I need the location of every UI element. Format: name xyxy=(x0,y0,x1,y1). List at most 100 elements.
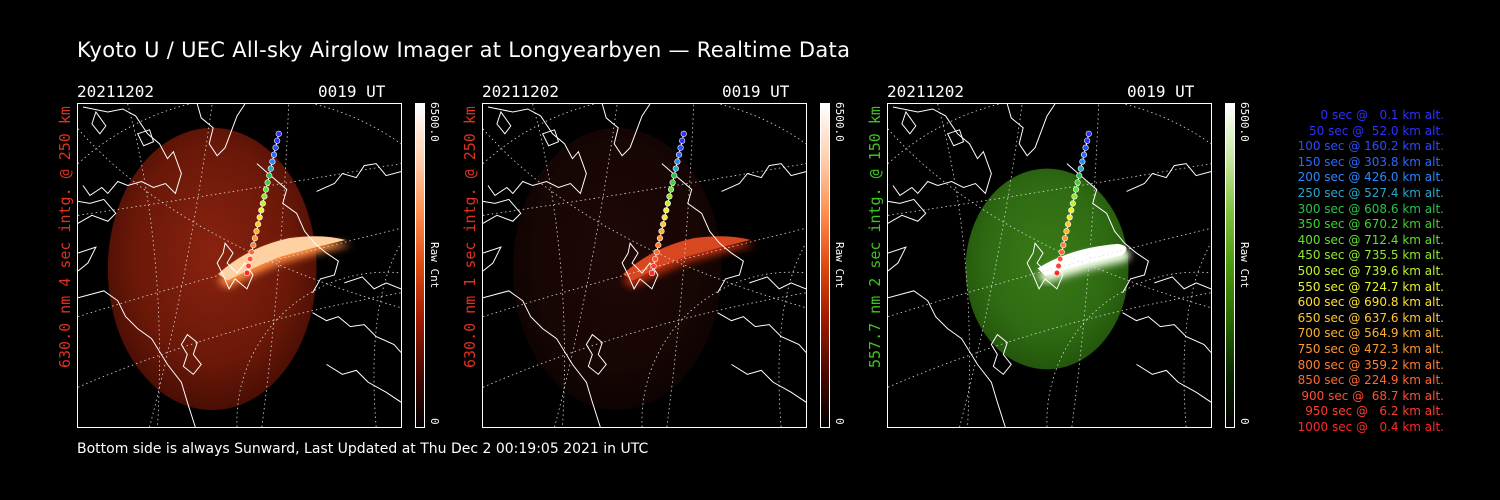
trajectory-point xyxy=(248,249,255,256)
panel-1-image xyxy=(77,103,402,428)
trajectory-point xyxy=(243,269,251,277)
coastline xyxy=(749,276,806,290)
coastline xyxy=(78,246,97,272)
panel-1-date: 20211202 xyxy=(77,82,155,101)
lat-lon-gridline xyxy=(778,242,806,427)
coastline xyxy=(1136,363,1211,403)
panel-1-time: 0019 UT xyxy=(318,82,386,101)
legend-entry: 400 sec @ 712.4 km alt. xyxy=(1297,232,1444,247)
aurora-arc xyxy=(218,236,346,281)
coastline xyxy=(892,106,992,197)
aurora-arc xyxy=(622,241,757,288)
panel-3-date: 20211202 xyxy=(887,82,965,101)
trajectory-point xyxy=(262,186,270,193)
coastline xyxy=(483,198,522,224)
trajectory-point xyxy=(1063,228,1070,235)
legend-entry: 500 sec @ 739.6 km alt. xyxy=(1297,263,1444,278)
coastline xyxy=(344,276,401,290)
coastline xyxy=(483,246,502,272)
legend-entry: 1000 sec @ 0.4 km alt. xyxy=(1297,419,1444,434)
aurora-arc xyxy=(623,236,751,281)
lat-lon-gridline xyxy=(888,128,1211,309)
lat-lon-gridline xyxy=(149,104,213,427)
trajectory-point xyxy=(677,144,684,151)
panel-3-time: 0019 UT xyxy=(1127,82,1195,101)
trajectory-point xyxy=(267,165,274,172)
lat-lon-gridline xyxy=(261,104,290,427)
lat-lon-gridline xyxy=(888,104,1211,164)
trajectory-point xyxy=(1068,207,1075,214)
panel-3-cbar-max: 6500.0 xyxy=(1238,102,1251,142)
footer-status: Bottom side is always Sunward, Last Upda… xyxy=(77,441,649,457)
lat-lon-gridline xyxy=(888,163,1211,216)
coastline xyxy=(316,163,401,192)
coastline xyxy=(1122,312,1211,353)
trajectory-point xyxy=(669,179,676,186)
panel-3-ylabel: 557.7 nm 2 sec intg. @ 150 km xyxy=(866,106,884,368)
allsky-map xyxy=(78,104,401,427)
trajectory-point xyxy=(667,186,675,193)
trajectory-point xyxy=(1076,172,1083,179)
lat-lon-gridline xyxy=(127,104,160,427)
panel-2-cbar-min: 0 xyxy=(833,418,846,425)
coastline xyxy=(1066,163,1149,294)
coastline xyxy=(78,290,196,427)
coastline xyxy=(661,163,744,294)
trajectory-point xyxy=(1084,137,1091,144)
lat-lon-gridline xyxy=(641,271,806,427)
trajectory-point xyxy=(256,214,263,221)
trajectory-point xyxy=(680,130,687,137)
trajectory-point xyxy=(274,137,281,144)
lat-lon-gridline xyxy=(666,104,695,427)
legend-entry: 100 sec @ 160.2 km alt. xyxy=(1297,139,1444,154)
legend-entry: 850 sec @ 224.9 km alt. xyxy=(1297,373,1444,388)
trajectory-point xyxy=(1085,130,1092,137)
panel-3-cbar-min: 0 xyxy=(1238,418,1251,425)
legend-entry: 950 sec @ 6.2 km alt. xyxy=(1305,404,1444,419)
coastline xyxy=(731,363,806,403)
coastline xyxy=(901,110,917,135)
coastline xyxy=(946,129,965,147)
trajectory-point xyxy=(266,172,273,179)
trajectory-point xyxy=(1072,186,1080,193)
coastline xyxy=(717,312,806,353)
legend-entry: 150 sec @ 303.8 km alt. xyxy=(1297,154,1444,169)
coastline xyxy=(888,246,907,272)
lat-lon-gridline xyxy=(937,104,970,427)
coastline xyxy=(888,290,1006,427)
trajectory-point xyxy=(1071,193,1078,200)
panel-3-image xyxy=(887,103,1212,428)
coastline xyxy=(990,333,1012,376)
coastline xyxy=(326,363,401,403)
coastline xyxy=(541,129,560,147)
panel-1-ylabel: 630.0 nm 4 sec intg. @ 250 km xyxy=(56,106,74,368)
lat-lon-gridline xyxy=(373,242,401,427)
trajectory-point xyxy=(674,158,681,165)
trajectory-point xyxy=(1066,214,1073,221)
trajectory-point xyxy=(1055,262,1062,270)
coastline xyxy=(312,312,401,353)
legend-entry: 750 sec @ 472.3 km alt. xyxy=(1297,341,1444,356)
lat-lon-gridline xyxy=(888,227,1211,318)
allsky-map xyxy=(888,104,1211,427)
lat-lon-gridline xyxy=(78,104,401,164)
coastline xyxy=(585,333,607,376)
lat-lon-gridline xyxy=(532,104,565,427)
trajectory-point xyxy=(658,228,665,235)
panel-3-cbar-unit: Raw Cnt xyxy=(1238,242,1251,289)
coastline xyxy=(721,163,806,192)
allsky-map xyxy=(483,104,806,427)
trajectory-point xyxy=(259,200,266,207)
trajectory-point xyxy=(660,221,667,228)
trajectory-point xyxy=(653,249,660,256)
legend-entry: 300 sec @ 608.6 km alt. xyxy=(1297,201,1444,216)
coastline xyxy=(180,333,202,376)
coastline xyxy=(1126,163,1211,192)
panel-2-cbar-max: 6500.0 xyxy=(833,102,846,142)
trajectory-point xyxy=(650,262,657,270)
coastline xyxy=(91,110,107,135)
lat-lon-gridline xyxy=(1046,271,1211,427)
coastline xyxy=(621,241,659,290)
lat-lon-gridline xyxy=(483,292,806,388)
legend-entry: 900 sec @ 68.7 km alt. xyxy=(1301,388,1444,403)
